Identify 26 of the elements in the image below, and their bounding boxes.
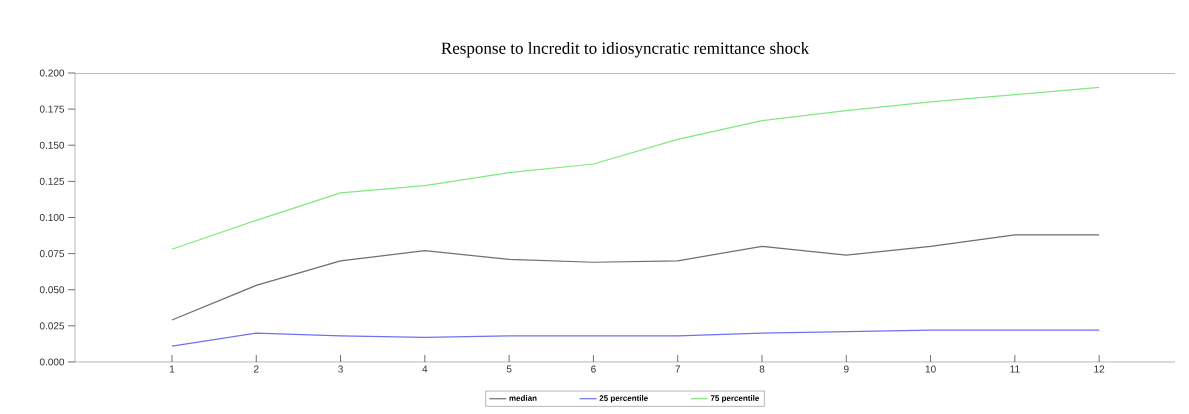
x-tick-label: 6 xyxy=(591,365,596,373)
x-tick-label: 4 xyxy=(422,365,428,373)
x-tick-label: 1 xyxy=(169,365,175,373)
x-tick-label: 10 xyxy=(925,365,936,373)
y-tick-label: 0.175 xyxy=(39,105,65,113)
chart-title: Response to lncredit to idiosyncratic remittance shock xyxy=(441,41,810,58)
x-tick-label: 11 xyxy=(1010,365,1020,373)
y-tick-label: 0.200 xyxy=(39,69,65,77)
y-tick-label: 0.050 xyxy=(39,286,65,294)
x-tick-label: 5 xyxy=(506,365,512,373)
y-tick-label: 0.025 xyxy=(39,322,65,330)
y-tick-label: 0.100 xyxy=(39,213,65,222)
y-tick-label: 0.000 xyxy=(39,358,65,366)
legend-label: median xyxy=(509,395,537,401)
legend-label: 75 percentile xyxy=(710,395,760,403)
line-series xyxy=(171,234,1100,321)
x-tick-label: 12 xyxy=(1094,365,1105,373)
y-tick-label: 0.150 xyxy=(39,141,65,149)
y-tick-label: 0.075 xyxy=(39,250,65,258)
x-tick-label: 3 xyxy=(338,365,343,373)
x-tick-label: 8 xyxy=(759,365,765,373)
x-tick-label: 2 xyxy=(253,365,259,373)
x-tick-label: 9 xyxy=(843,365,849,373)
legend-label: 25 percentile xyxy=(599,395,648,403)
y-tick-label: 0.125 xyxy=(39,177,65,185)
x-tick-label: 7 xyxy=(675,365,680,373)
